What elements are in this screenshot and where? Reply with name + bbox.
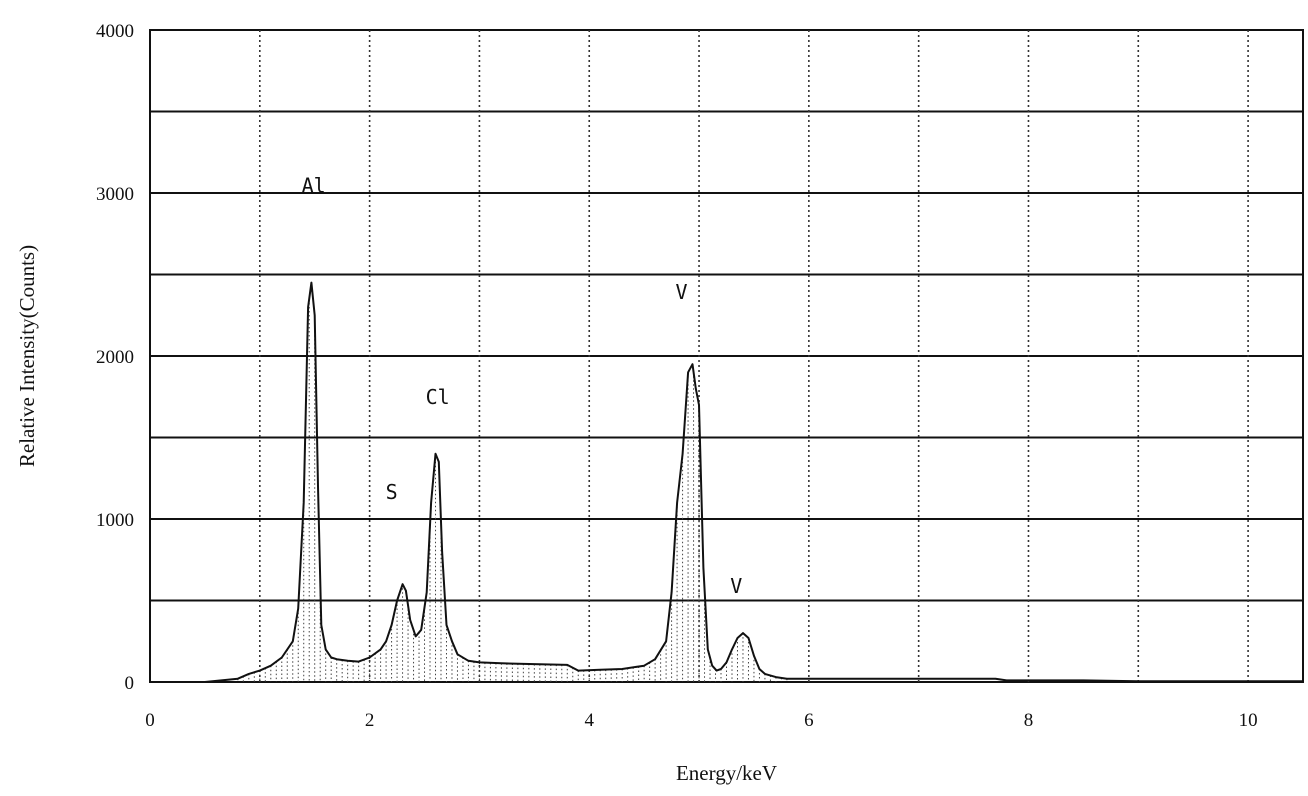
peak-label: Cl xyxy=(426,385,450,409)
x-tick-labels: 0 2 4 6 8 10 xyxy=(145,710,1257,731)
peak-labels: Al S Cl V V xyxy=(302,174,743,598)
y-tick-labels: 0 1000 2000 3000 4000 xyxy=(96,21,134,694)
y-tick-label: 0 xyxy=(125,673,135,694)
peak-label: V xyxy=(676,280,688,304)
x-tick-label: 8 xyxy=(1024,710,1034,731)
y-tick-label: 1000 xyxy=(96,510,134,531)
spectrum-series xyxy=(150,281,1303,683)
x-tick-label: 4 xyxy=(584,710,594,731)
peak-label: Al xyxy=(302,174,326,198)
peak-label: S xyxy=(386,480,398,504)
spectrum-hatching xyxy=(237,298,788,682)
vertical-gridlines xyxy=(259,30,1249,682)
y-tick-label: 2000 xyxy=(96,347,134,368)
y-tick-label: 3000 xyxy=(96,184,134,205)
horizontal-gridlines xyxy=(150,110,1303,602)
x-tick-label: 6 xyxy=(804,710,814,731)
peak-label: V xyxy=(730,574,742,598)
y-axis-title: Relative Intensity(Counts) xyxy=(15,245,39,467)
x-tick-label: 2 xyxy=(365,710,375,731)
y-tick-label: 4000 xyxy=(96,21,134,42)
x-tick-label: 10 xyxy=(1239,710,1258,731)
x-tick-label: 0 xyxy=(145,710,155,731)
spectrum-line xyxy=(150,281,1303,683)
x-axis-title: Energy/keV xyxy=(676,761,777,785)
